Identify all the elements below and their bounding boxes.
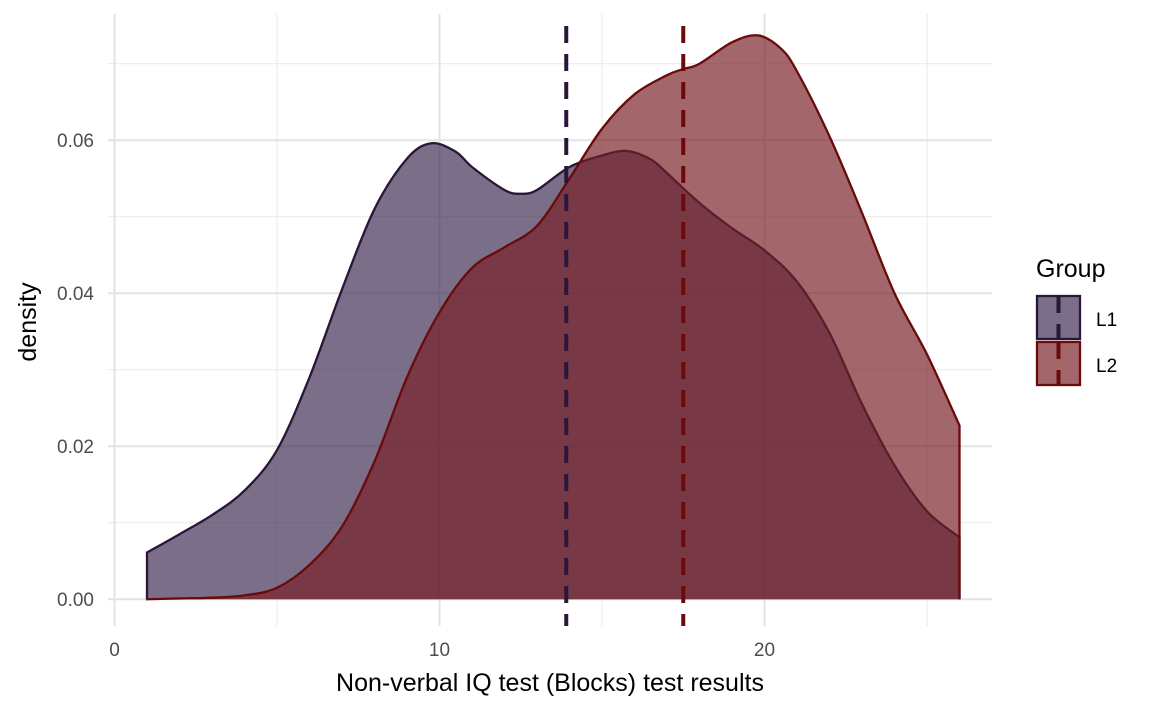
mean-lines [564, 26, 686, 626]
density-outline-l2 [145, 34, 961, 601]
y-axis-tick-labels: 0.00 0.02 0.04 0.06 [57, 131, 94, 611]
legend-label-l1: L1 [1096, 310, 1117, 331]
legend-key-l1 [1035, 294, 1082, 341]
y-tick-label: 0.06 [57, 131, 94, 152]
y-tick-label: 0.00 [57, 590, 94, 611]
legend: Group L1 L2 [1035, 255, 1117, 387]
density-areas [145, 34, 961, 601]
legend-title: Group [1036, 255, 1105, 283]
y-tick-label: 0.04 [57, 284, 94, 305]
x-tick-label: 20 [754, 640, 775, 661]
x-axis-title: Non-verbal IQ test (Blocks) test results [336, 669, 764, 697]
legend-label-l2: L2 [1096, 356, 1117, 377]
y-tick-label: 0.02 [57, 437, 94, 458]
density-area-l2 [147, 35, 960, 600]
y-axis-title: density [14, 282, 42, 362]
legend-key-l2 [1035, 340, 1082, 387]
x-tick-label: 10 [429, 640, 450, 661]
x-tick-label: 0 [109, 640, 120, 661]
legend-items: L1 L2 [1035, 294, 1117, 387]
x-axis-tick-labels: 0 10 20 [109, 640, 775, 661]
